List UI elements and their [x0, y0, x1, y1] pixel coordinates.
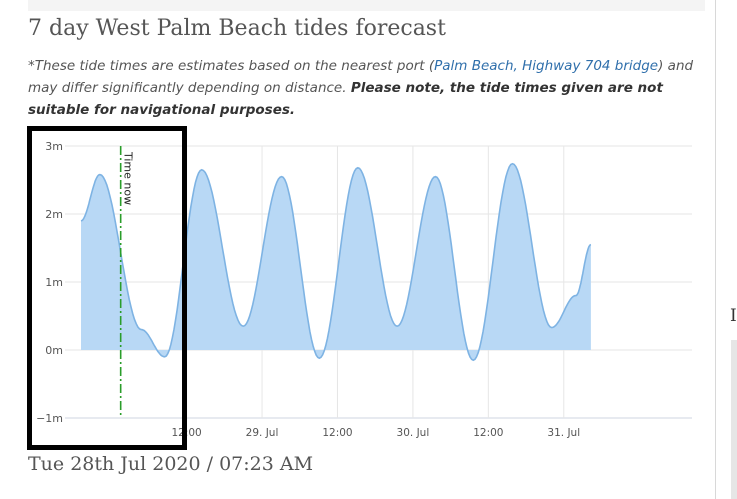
right-sidebar	[729, 0, 737, 499]
tide-line	[80, 162, 592, 362]
x-tick-label: 12:00	[322, 427, 352, 439]
port-link[interactable]: Palm Beach, Highway 704 bridge	[434, 58, 659, 74]
date-time-heading: Tue 28th Jul 2020 / 07:23 AM	[28, 453, 314, 475]
y-tick-label: 2m	[45, 208, 63, 221]
y-tick-label: −1m	[36, 412, 63, 425]
note-middle: ) and may differ significantly depending…	[28, 58, 694, 96]
x-tick-label: 30. Jul	[397, 427, 430, 439]
x-tick-label: 31. Jul	[547, 427, 580, 439]
disclaimer-note: *These tide times are estimates based on…	[28, 55, 708, 121]
y-tick-label: 1m	[45, 276, 63, 289]
note-warning: Please note, the tide times given are no…	[28, 80, 663, 118]
tide-area	[81, 163, 591, 361]
x-tick-label: 29. Jul	[246, 427, 279, 439]
y-tick-label: 3m	[45, 140, 63, 153]
page-title: 7 day West Palm Beach tides forecast	[28, 16, 446, 41]
x-tick-label: 12:00	[473, 427, 503, 439]
y-axis-labels: 3m 2m 1m 0m −1m	[36, 140, 63, 425]
y-tick-label: 0m	[45, 344, 63, 357]
sidebar-image-fragment	[731, 340, 737, 499]
note-intro: *These tide times are estimates based on…	[28, 58, 435, 74]
top-strip	[28, 0, 705, 11]
sidebar-divider	[715, 0, 716, 499]
time-now-label: Time now	[122, 151, 135, 205]
x-axis-labels: 12:00 29. Jul 12:00 30. Jul 12:00 31. Jul	[171, 427, 580, 439]
highlight-box	[27, 126, 187, 450]
sidebar-heading-fragment: I	[730, 306, 737, 326]
